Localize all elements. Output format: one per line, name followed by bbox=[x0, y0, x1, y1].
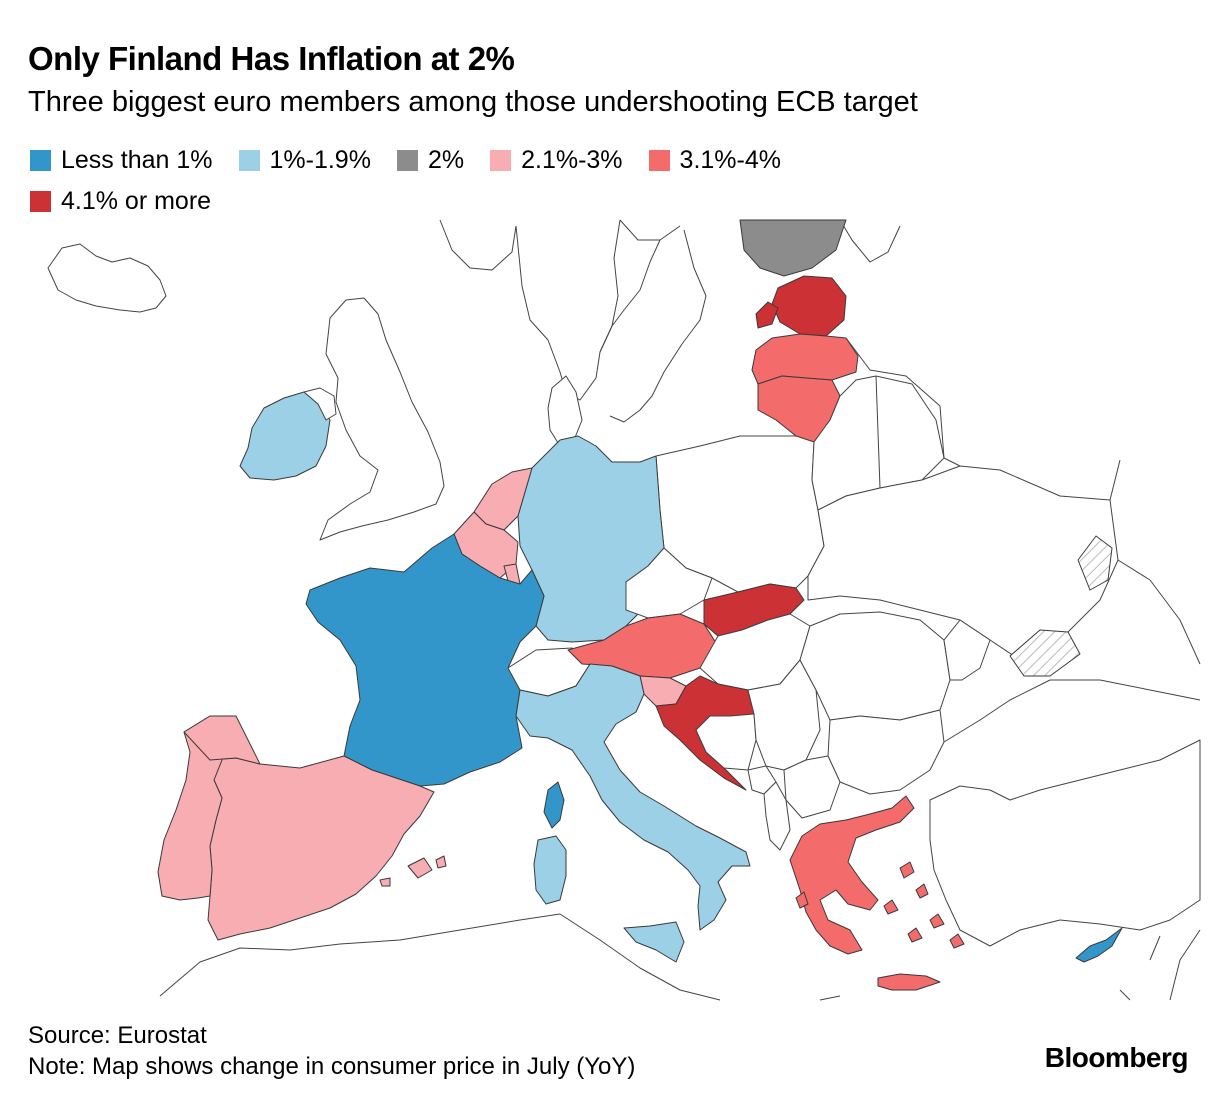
middle-east-coast bbox=[1119, 929, 1201, 1001]
northern-ireland-shape bbox=[303, 387, 337, 421]
legend-swatch bbox=[490, 150, 512, 171]
legend-item-4-1-or-more: 4.1% or more bbox=[30, 187, 211, 216]
denmark-shape bbox=[547, 375, 583, 447]
sweden-coast bbox=[609, 219, 707, 423]
black-sea-coast bbox=[943, 679, 1201, 743]
balearic-islands-1 bbox=[407, 857, 433, 879]
corsica-shape bbox=[543, 781, 565, 829]
estonia-shape bbox=[771, 275, 847, 337]
great-britain-shape bbox=[319, 297, 445, 541]
greece-shape bbox=[789, 795, 915, 955]
latvia-shape bbox=[751, 333, 859, 385]
legend-label: 2.1%-3% bbox=[521, 146, 623, 174]
greek-islands-5 bbox=[949, 933, 965, 949]
chart-title: Only Finland Has Inflation at 2% bbox=[28, 40, 515, 77]
greek-islands-1 bbox=[899, 861, 915, 879]
estonia-islands-shape bbox=[755, 301, 779, 329]
legend-swatch bbox=[396, 150, 418, 171]
legend-label: 2% bbox=[427, 146, 465, 174]
portugal-shape bbox=[157, 715, 237, 901]
greek-islands-6 bbox=[907, 927, 923, 943]
legend-item-less-than-1: Less than 1% bbox=[30, 146, 213, 175]
turkey-shape bbox=[929, 739, 1201, 947]
romania-shape bbox=[799, 611, 951, 721]
legend-swatch bbox=[30, 150, 51, 171]
north-africa-coast bbox=[159, 913, 841, 1001]
albania-shape bbox=[763, 781, 791, 851]
balearic-islands-3 bbox=[379, 877, 391, 887]
legend-item-2: 2% bbox=[396, 146, 465, 175]
bloomberg-logo: Bloomberg bbox=[1044, 1042, 1189, 1073]
cyprus-shape bbox=[1075, 927, 1123, 963]
kosovo-macedonia-shape bbox=[783, 755, 841, 819]
balearic-islands-2 bbox=[435, 855, 447, 869]
scandinavia-coast bbox=[439, 219, 621, 401]
legend-label: 4.1% or more bbox=[61, 187, 212, 215]
greek-islands-4 bbox=[929, 913, 945, 929]
legend-item-3-1-to-4: 3.1%-4% bbox=[648, 146, 781, 175]
chart-subtitle: Three biggest euro members among those u… bbox=[28, 86, 918, 118]
sicily-shape bbox=[623, 921, 685, 963]
czech-shape bbox=[625, 547, 713, 619]
bulgaria-shape bbox=[827, 709, 945, 795]
legend-label: 1%-1.9% bbox=[269, 146, 371, 174]
crimea-disputed-shape bbox=[1009, 629, 1081, 677]
source-note: Source: Eurostat bbox=[28, 1022, 207, 1049]
ukraine-border-lines bbox=[875, 375, 961, 489]
legend-item-1-to-1-9: 1%-1.9% bbox=[238, 146, 371, 175]
ukraine-disputed-east-shape bbox=[1077, 535, 1113, 591]
footer: Source: Eurostat Note: Map shows change … bbox=[28, 1020, 635, 1082]
legend-item-2-1-to-3: 2.1%-3% bbox=[490, 146, 623, 175]
map-note: Note: Map shows change in consumer price… bbox=[28, 1053, 636, 1080]
legend-label: 3.1%-4% bbox=[679, 146, 781, 174]
greek-islands-3 bbox=[883, 899, 899, 915]
legend-label: Less than 1% bbox=[61, 146, 213, 174]
sardinia-shape bbox=[533, 835, 567, 905]
spain-shape bbox=[207, 755, 435, 941]
crete-shape bbox=[877, 973, 941, 991]
italy-shape bbox=[515, 663, 751, 931]
greek-islands-7 bbox=[795, 891, 809, 909]
moldova-shape bbox=[943, 619, 991, 681]
sweden-norway-border bbox=[599, 239, 661, 353]
legend-swatch bbox=[648, 150, 670, 171]
legend-swatch bbox=[238, 150, 260, 171]
russia-north-coast bbox=[839, 219, 901, 263]
legend: Less than 1% 1%-1.9% 2% 2.1%-3% 3.1%-4% … bbox=[30, 146, 850, 216]
galicia-shape bbox=[183, 715, 261, 765]
finland-shape bbox=[739, 219, 847, 277]
iceland-shape bbox=[47, 243, 167, 313]
legend-swatch bbox=[30, 191, 51, 212]
greek-islands-2 bbox=[915, 883, 929, 899]
russia-coast bbox=[845, 337, 1201, 665]
ireland-shape bbox=[239, 391, 331, 481]
